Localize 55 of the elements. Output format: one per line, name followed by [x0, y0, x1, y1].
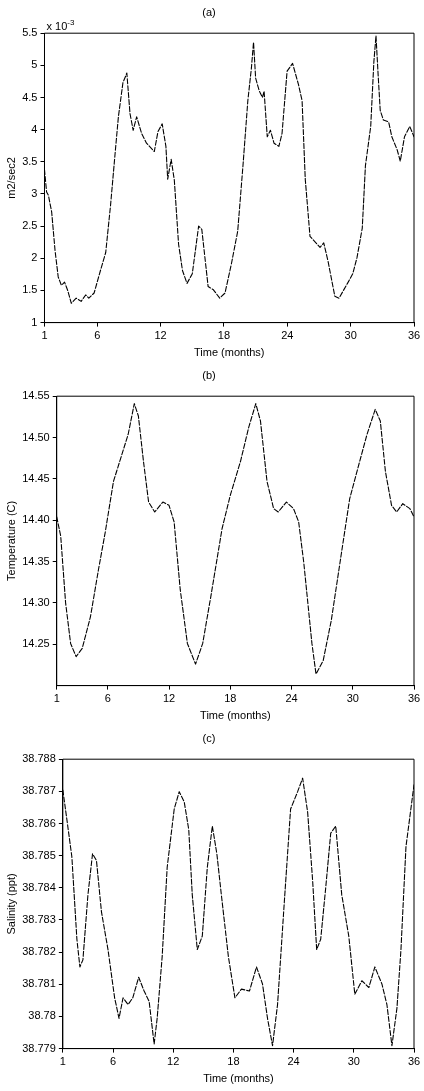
y-tick-label: 14.55: [22, 389, 50, 402]
y-axis-title: m2/sec2: [4, 157, 17, 199]
y-tick-label: 3: [31, 187, 38, 200]
y-tick-label: 14.25: [22, 637, 50, 650]
x-tick-label: 24: [281, 329, 294, 342]
y-tick-label: 4: [31, 122, 38, 135]
y-tick-label: 38.782: [22, 945, 56, 958]
x-axis-title: Time (months): [203, 1072, 274, 1085]
y-tick-label: 1.5: [22, 283, 38, 296]
y-tick-label: 38.78: [28, 1009, 56, 1022]
y-tick-label: 38.786: [22, 816, 56, 829]
x-tick-label: 12: [162, 692, 176, 705]
chart-title: (b): [202, 368, 216, 381]
y-tick-label: 3.5: [22, 154, 38, 167]
x-tick-label: 6: [94, 329, 101, 342]
x-tick-label: 36: [407, 329, 421, 342]
x-tick-label: 1: [59, 1055, 66, 1068]
chart-title: (c): [202, 731, 216, 744]
y-axis-title: Salinity (ppt): [4, 873, 17, 935]
y-tick-label: 14.40: [22, 513, 50, 526]
x-tick-label: 30: [346, 692, 359, 705]
y-tick-label: 2: [31, 251, 38, 264]
x-tick-label: 6: [109, 1055, 117, 1068]
y-tick-label: 14.35: [22, 554, 50, 567]
y-tick-label: 38.785: [22, 848, 56, 861]
x-axis-title: Time (months): [200, 709, 271, 722]
y-tick-label: 38.784: [22, 880, 56, 893]
x-axis-title: Time (months): [194, 346, 265, 359]
y-tick-label: 14.30: [22, 595, 50, 608]
y-tick-label: 38.783: [22, 913, 56, 926]
y-tick-label: 38.787: [22, 784, 56, 797]
y-tick-label: 4.5: [22, 90, 38, 103]
y-tick-label: 5: [31, 58, 38, 71]
x-tick-label: 30: [344, 329, 357, 342]
x-tick-label: 30: [347, 1055, 360, 1068]
y-tick-label: 38.779: [22, 1041, 56, 1054]
x-tick-label: 24: [285, 692, 298, 705]
x-tick-label: 18: [227, 1055, 240, 1068]
x-tick-label: 36: [407, 692, 421, 705]
y-tick-label: 2.5: [22, 219, 38, 232]
x-tick-label: 12: [167, 1055, 180, 1068]
y-axis-title: Temperature (C): [4, 500, 17, 581]
x-tick-label: 24: [287, 1055, 300, 1068]
x-tick-label: 12: [154, 329, 167, 342]
x-tick-label: 18: [224, 692, 237, 705]
y-tick-label: 14.45: [22, 471, 50, 484]
y-tick-label: 38.788: [22, 752, 56, 765]
x-tick-label: 6: [104, 692, 111, 705]
x-tick-label: 18: [217, 329, 231, 342]
chart-title: (a): [202, 5, 216, 18]
y-tick-label: 1: [31, 315, 38, 328]
y-tick-label: 14.50: [22, 430, 50, 443]
y-tick-label: 5.5: [22, 26, 38, 39]
x-tick-label: 36: [407, 1055, 421, 1068]
y-tick-label: 38.781: [22, 977, 56, 990]
